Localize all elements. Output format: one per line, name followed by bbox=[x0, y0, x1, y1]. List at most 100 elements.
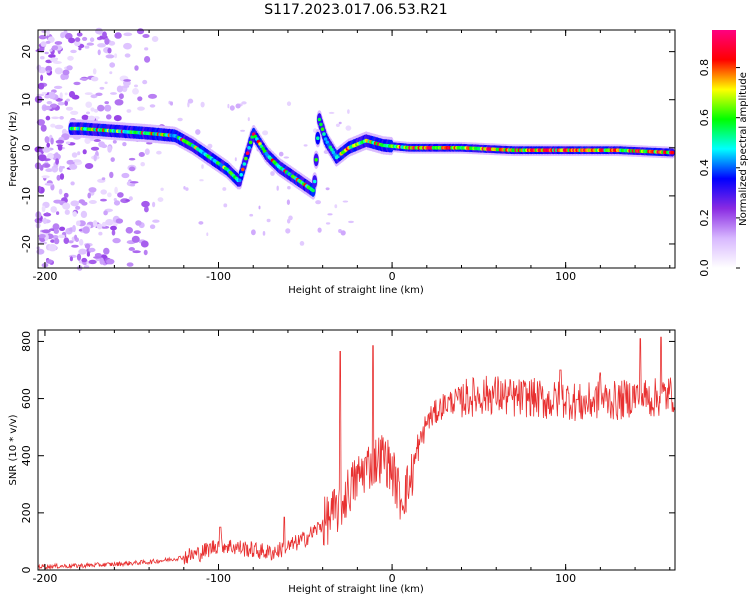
spectrogram-cell bbox=[312, 179, 317, 184]
spectrogram-cell bbox=[64, 209, 70, 215]
spectrogram-cell bbox=[244, 156, 248, 161]
spectrogram-cell bbox=[99, 86, 105, 90]
spectrogram-cell bbox=[105, 54, 115, 59]
spectrogram-cell bbox=[334, 204, 338, 209]
spectrogram-cell bbox=[74, 40, 81, 47]
spectrogram-cell bbox=[288, 215, 293, 221]
spectrogram-cell bbox=[75, 205, 81, 210]
spectrogram-cell bbox=[250, 135, 254, 139]
spectrogram-cell bbox=[285, 228, 291, 234]
snr-series-line bbox=[37, 336, 676, 570]
spectrogram-cell bbox=[48, 54, 56, 58]
spectrogram-cell bbox=[55, 139, 65, 144]
spectrogram-cell bbox=[95, 92, 103, 97]
spectrogram-cell bbox=[319, 122, 323, 127]
spectrogram-cell bbox=[111, 229, 116, 236]
spectrogram-cell bbox=[134, 84, 138, 88]
spectrogram-cell bbox=[100, 198, 107, 202]
spectrogram-cell bbox=[345, 125, 352, 131]
spectrogram-cell bbox=[62, 202, 71, 210]
spectrogram-cell bbox=[247, 117, 250, 122]
snr-ytick-label: 0 bbox=[20, 567, 33, 574]
snr-xlabel: Height of straight line (km) bbox=[288, 584, 424, 595]
spectrogram-cell bbox=[112, 237, 121, 244]
spectrogram-cell bbox=[670, 150, 675, 155]
spectrogram-cell bbox=[91, 76, 99, 82]
spectrogram-cell bbox=[72, 211, 77, 217]
spectrogram-cell bbox=[114, 186, 118, 195]
spectrogram-cell bbox=[82, 149, 87, 155]
spectrogram-cell bbox=[51, 116, 60, 120]
spectrogram-cell bbox=[36, 119, 46, 126]
spectrogram-cell bbox=[92, 220, 98, 228]
spectrogram-cell bbox=[198, 221, 204, 225]
spectrogram-cell bbox=[45, 168, 53, 173]
spectrogram-cell bbox=[44, 164, 50, 168]
snr-xtick-label: -200 bbox=[32, 572, 57, 585]
spectrogram-cell bbox=[53, 61, 62, 64]
spectrogram-cell bbox=[148, 93, 157, 99]
spectrogram-cell bbox=[320, 127, 325, 131]
spectrogram-cell bbox=[45, 65, 53, 73]
spectrogram-cell bbox=[149, 224, 156, 229]
spectrogram-cell bbox=[241, 101, 247, 105]
spectrogram-cell bbox=[46, 152, 54, 160]
spectrogram-cell bbox=[114, 32, 122, 39]
spectrogram-cell bbox=[104, 81, 108, 85]
spectrogram-cell bbox=[104, 101, 109, 105]
spectrogram-cell bbox=[170, 101, 173, 106]
spectrogram-cell bbox=[286, 199, 290, 205]
spectrogram-cell bbox=[81, 114, 89, 121]
spectrogram-cell bbox=[77, 151, 81, 156]
spectrogram-cell bbox=[53, 85, 63, 89]
snr-ytick-label: 200 bbox=[20, 502, 33, 523]
spectrogram-cell bbox=[316, 136, 320, 140]
spectrogram-cell bbox=[328, 111, 335, 114]
spectrogram-cell bbox=[88, 259, 97, 265]
spectrogram-cell bbox=[42, 105, 52, 110]
spectrogram-cell bbox=[36, 64, 42, 72]
spectrogram-cell bbox=[41, 91, 47, 95]
spectrogram-cell bbox=[325, 187, 330, 191]
spectrogram-cell bbox=[317, 117, 322, 122]
spectrogram-cell bbox=[102, 31, 107, 38]
spectrogram-cell bbox=[41, 229, 51, 234]
spectrogram-cell bbox=[74, 37, 81, 42]
spectrogram-cell bbox=[71, 152, 78, 158]
spectrogram-cell bbox=[114, 99, 124, 106]
spectrogram-cell bbox=[160, 187, 164, 191]
spectrogram-cell bbox=[144, 206, 149, 213]
spectrogram-cell bbox=[58, 188, 63, 195]
spectrogram-cell bbox=[105, 219, 114, 226]
spectrogram-cell bbox=[101, 177, 106, 181]
spectrogram-cell bbox=[125, 199, 131, 202]
spectrogram-cell bbox=[199, 179, 204, 182]
spectrogram-cell bbox=[151, 36, 159, 42]
snr-xtick-label: 100 bbox=[555, 572, 576, 585]
spectrogram-cell bbox=[109, 71, 113, 75]
spectrogram-cell bbox=[131, 235, 140, 243]
spectrogram-cell bbox=[121, 172, 130, 179]
spectrogram-cell bbox=[103, 247, 110, 255]
spectrogram-cell bbox=[50, 103, 58, 108]
spectrogram-cell bbox=[79, 239, 84, 246]
spectrogram-cell bbox=[100, 225, 110, 229]
spectrogram-cell bbox=[41, 175, 50, 179]
spectrogram-cell bbox=[128, 247, 135, 251]
spectrogram-cell bbox=[110, 157, 115, 163]
spectrogram-cell bbox=[63, 192, 69, 198]
colorbar-ticks: 0.0 0.2 0.4 0.6 0.8 bbox=[698, 59, 740, 277]
spectrogram-cell bbox=[200, 101, 205, 108]
spectrogram-cell bbox=[103, 210, 108, 216]
spectrogram-cell bbox=[87, 192, 91, 199]
spectrogram-cell bbox=[93, 108, 99, 113]
spectrogram-cell bbox=[68, 254, 77, 258]
spectrogram-ytick-label: 0 bbox=[20, 144, 33, 151]
spectrogram-cell bbox=[46, 70, 50, 74]
spectrogram-cell bbox=[81, 257, 87, 263]
spectrogram-cell bbox=[135, 220, 142, 226]
spectrogram-xtick-label: 100 bbox=[555, 270, 576, 283]
spectrogram-cell bbox=[41, 205, 46, 213]
